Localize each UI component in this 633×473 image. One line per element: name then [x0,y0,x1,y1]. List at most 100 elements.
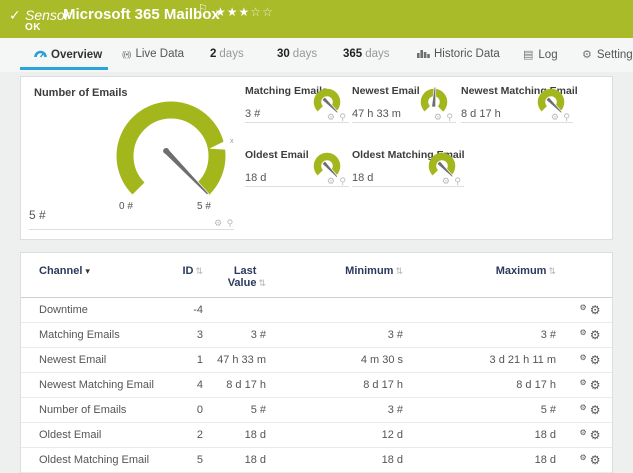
gear-icon: ⚙ [582,49,592,61]
gauge-max-marker [209,140,227,150]
gauge-action-icons[interactable]: ⚙ ⚲ [327,112,347,123]
gear-icon[interactable]: ⚙ [433,112,443,122]
channel-table: Channel ▾ ID ⇅ Last Value ⇅ Minimum ⇅ Maximu… [21,255,612,473]
channel-maximum: 5 # [540,404,556,416]
flag-icon[interactable]: ⚐ [198,3,208,15]
channel-maximum: 8 d 17 h [516,379,556,391]
sort-icon: ⇅ [195,266,203,276]
gauge-needle [436,160,454,178]
tab-live-data[interactable]: ((•)) Live Data [122,48,184,60]
table-row-matching-emails: Matching Emails 3 3 # 3 # 3 # ⚙ ⚙ [21,323,612,348]
channel-id: 1 [196,354,203,366]
small-gauge-matching-emails: Matching Emails 3 # ⚙ ⚲ [245,85,349,123]
sort-icon: ⇅ [548,266,556,276]
channel-maximum [421,298,571,323]
tab-settings-label: Settings [596,49,633,61]
tab-365-days[interactable]: 365 days [343,48,389,60]
tab-365-days-unit: days [365,48,390,60]
small-gauge-dial [420,86,448,116]
small-gauge-dial [313,152,341,180]
main-gauge-dial: x [116,101,234,211]
channel-last-value: 47 h 33 m [217,354,266,366]
channel-settings-icon[interactable]: ⚙ ⚙ [579,403,601,417]
pin-icon[interactable]: ⚲ [563,112,571,122]
tab-bar: Overview ((•)) Live Data 2 days 30 days 365… [0,38,633,72]
tab-log[interactable]: ▤ Log [523,48,558,61]
gauge-needle [545,96,563,114]
channel-name: Oldest Matching Email [39,454,150,466]
gauge-action-icons[interactable]: ⚙ ⚲ [434,112,454,123]
table-row-oldest-email: Oldest Email 2 18 d 12 d 18 d ⚙ ⚙ [21,423,612,448]
channel-maximum: 3 # [540,329,556,341]
status-ok-icon: ✓ [9,7,21,23]
gauge-title: Number of Emails [34,87,128,99]
gauge-current-value: 3 # [245,108,261,120]
pin-icon[interactable]: ⚲ [226,218,235,228]
channel-maximum: 3 d 21 h 11 m [489,354,556,366]
gauge-title: Oldest Email [245,149,309,161]
gear-icon[interactable]: ⚙ [326,176,336,186]
gauge-current-value: 18 d [245,172,267,184]
gauge-icon [34,50,47,58]
channel-settings-icon[interactable]: ⚙ ⚙ [579,428,601,442]
stars-empty[interactable]: ☆☆ [250,5,274,19]
small-gauge-oldest-matching-email: Oldest Matching Email 18 d ⚙ ⚲ [352,149,465,187]
tab-live-data-label: Live Data [135,48,185,60]
tab-settings[interactable]: ⚙ Settings [582,48,633,61]
column-header-last-value[interactable]: Last Value ⇅ [227,265,266,289]
tab-overview-label: Overview [51,49,103,61]
gear-icon[interactable]: ⚙ [550,112,560,122]
small-gauge-dial [428,152,456,180]
gauge-action-icons[interactable]: ⚙ ⚲ [214,218,234,229]
channel-name: Newest Email [39,354,107,366]
tab-2-days[interactable]: 2 days [210,48,244,60]
pin-icon[interactable]: ⚲ [339,112,347,122]
sort-icon: ⇅ [395,266,403,276]
sort-desc-icon: ▾ [85,266,90,276]
small-gauge-dial [313,88,341,116]
gauge-action-icons[interactable]: ⚙ ⚲ [551,112,571,123]
channel-last-value: 3 # [250,329,266,341]
channel-settings-icon[interactable]: ⚙ ⚙ [579,328,601,342]
channel-minimum: 4 m 30 s [360,354,403,366]
sensor-title: Microsoft 365 Mailbox [63,6,220,23]
priority-stars[interactable]: ★★★☆☆ [215,5,274,19]
pin-icon[interactable]: ⚲ [339,176,347,186]
column-header-channel[interactable]: Channel ▾ [39,265,90,277]
gear-icon[interactable]: ⚙ [441,176,451,186]
gear-icon[interactable]: ⚙ [326,112,336,122]
tab-overview[interactable]: Overview [34,48,102,61]
table-row-number-of-emails: Number of Emails 0 5 # 3 # 5 # ⚙ ⚙ [21,398,612,423]
column-header-actions [571,255,612,298]
column-header-id[interactable]: ID ⇅ [182,265,203,277]
gauge-current-value: 5 # [29,208,46,222]
channel-settings-icon[interactable]: ⚙ ⚙ [579,453,601,467]
channel-id: 2 [196,429,203,441]
channel-settings-icon[interactable]: ⚙ ⚙ [579,303,601,317]
channel-settings-icon[interactable]: ⚙ ⚙ [579,353,601,367]
channel-name: Downtime [39,304,88,316]
channel-last-value: 18 d [244,429,266,441]
stars-filled[interactable]: ★★★ [215,5,251,19]
broadcast-icon: ((•)) [122,50,132,59]
gauge-action-icons[interactable]: ⚙ ⚲ [327,176,347,187]
channel-name: Newest Matching Email [39,379,154,391]
pin-icon[interactable]: ⚲ [446,112,454,122]
channel-settings-icon[interactable]: ⚙ ⚙ [579,378,601,392]
channel-name: Matching Emails [39,329,120,341]
tab-30-days[interactable]: 30 days [277,48,317,60]
gear-icon[interactable]: ⚙ [214,218,224,228]
pin-icon[interactable]: ⚲ [454,176,462,186]
gauges-panel: Number of Emails x 0 # 5 # 5 # ⚙ ⚲ Match… [20,76,613,240]
sensor-status-band: ✓ Sensor Microsoft 365 Mailbox ⚐ ★★★☆☆ O… [0,0,633,38]
column-header-maximum[interactable]: Maximum ⇅ [495,265,556,277]
small-gauge-dial [537,88,565,116]
channel-minimum: 18 d [381,454,403,466]
gauge-action-icons[interactable]: ⚙ ⚲ [442,176,462,187]
tab-historic-data[interactable]: Historic Data [417,48,500,60]
log-icon: ▤ [523,49,534,61]
gauge-current-value: 8 d 17 h [461,108,501,120]
column-header-minimum[interactable]: Minimum ⇅ [345,265,403,277]
tab-2-days-number: 2 [210,48,217,60]
channel-id: 4 [196,379,203,391]
